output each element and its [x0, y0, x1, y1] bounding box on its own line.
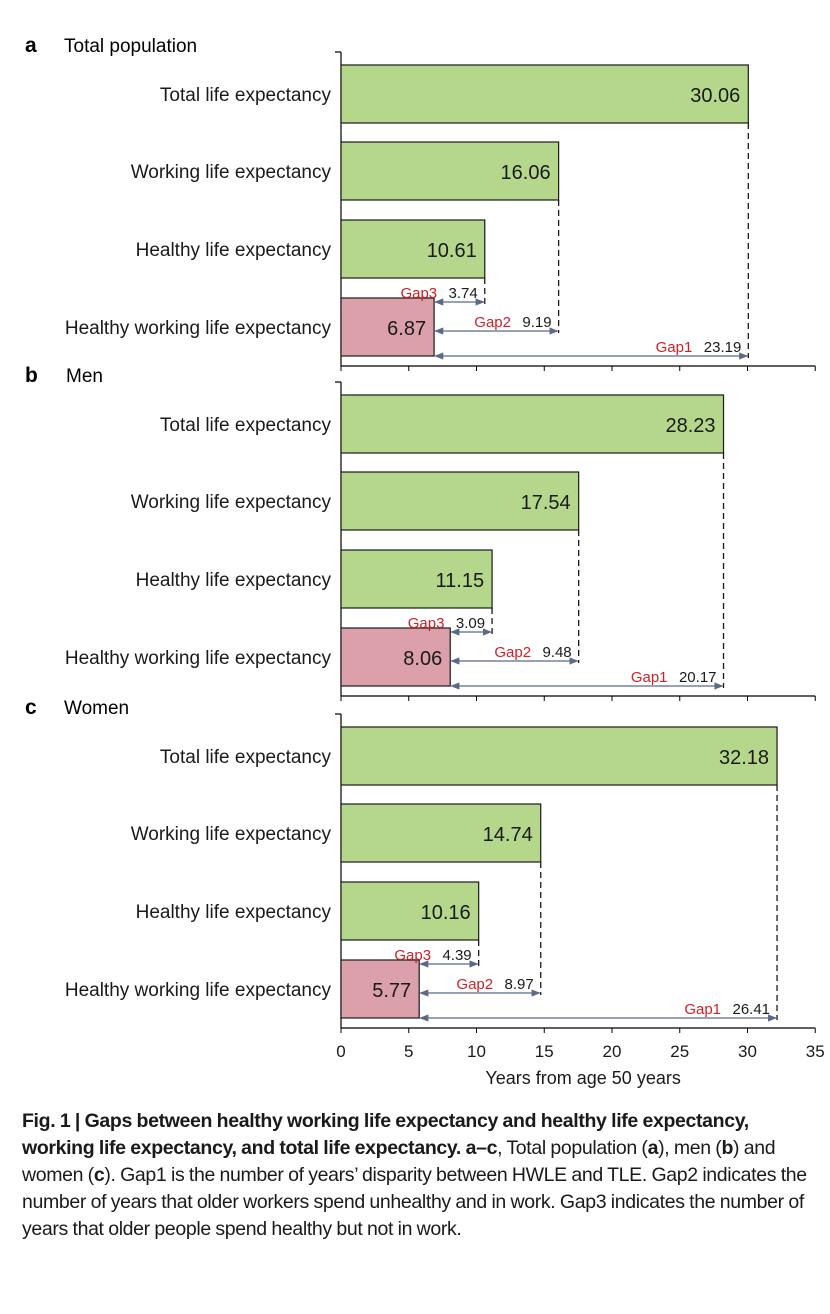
panel-b-bar-4: [340, 627, 451, 687]
panel-a-title: Total population: [64, 36, 197, 57]
panel-b-bar-3: [340, 549, 493, 609]
panel-b-category-label-4: Healthy working life expectancy: [65, 648, 332, 669]
panel-b-gap3-value: 3.09: [456, 615, 485, 632]
panel-a-bar-1: [340, 64, 749, 124]
caption-ref-b: b: [721, 1137, 734, 1159]
panel-c-category-label-2: Working life expectancy: [131, 824, 332, 845]
panel-b-category-label-1: Total life expectancy: [160, 415, 332, 436]
panel-a-value-label-4: 6.87: [387, 318, 426, 340]
panel-c-gap3-value: 4.39: [442, 947, 471, 964]
panel-c-gap2-label: Gap2: [456, 976, 493, 993]
caption-separator: |: [70, 1110, 85, 1132]
caption-ref-a: a: [647, 1137, 659, 1159]
panel-b-value-label-4: 8.06: [403, 648, 442, 670]
panel-a-category-label-2: Working life expectancy: [131, 162, 332, 183]
x-tick-label-6: 30: [738, 1042, 757, 1061]
panel-a-gap2-value: 9.19: [522, 314, 551, 331]
panel-a-category-label-4: Healthy working life expectancy: [65, 318, 332, 339]
panel-b-category-label-3: Healthy life expectancy: [136, 570, 332, 591]
panel-a-gap3-label: Gap3: [400, 285, 437, 302]
panel-a-gap1-value: 23.19: [704, 339, 742, 356]
x-tick-label-0: 0: [336, 1042, 345, 1061]
x-axis-title: Years from age 50 years: [485, 1068, 680, 1088]
life-expectancy-chart: a Total population Total life expectancy 30…: [25, 34, 825, 1088]
panel-a-letter: a: [25, 34, 37, 57]
panel-b-value-label-3: 11.15: [436, 570, 485, 592]
caption-text-1: , Total population (: [497, 1137, 648, 1159]
x-tick-label-1: 5: [404, 1042, 413, 1061]
panel-b-title: Men: [66, 366, 103, 387]
panel-c-gap2-value: 8.97: [505, 976, 534, 993]
x-tick-label-3: 15: [535, 1042, 554, 1061]
panel-a-bar-3: [340, 219, 486, 279]
panel-b-letter: b: [25, 364, 38, 387]
panel-c-gap3-label: Gap3: [394, 947, 431, 964]
panel-c-bar-2: [340, 803, 542, 863]
figure-caption: Fig. 1 | Gaps between healthy working li…: [22, 1108, 814, 1243]
panel-c-title: Women: [64, 698, 129, 719]
x-tick-label-4: 20: [603, 1042, 622, 1061]
panel-c-value-label-4: 5.77: [372, 980, 411, 1002]
panel-a-gap3-value: 3.74: [449, 285, 478, 302]
panel-a-category-label-3: Healthy life expectancy: [136, 240, 332, 261]
panel-a-value-label-3: 10.61: [427, 240, 477, 262]
panel-a-value-label-2: 16.06: [501, 162, 551, 184]
panel-c-letter: c: [25, 696, 37, 719]
panel-a-category-label-1: Total life expectancy: [160, 85, 332, 106]
caption-text-4: ). Gap1 is the number of years’ disparit…: [22, 1164, 807, 1240]
panel-a-bar-4: [340, 297, 435, 357]
panel-b-gap2-value: 9.48: [542, 644, 571, 661]
caption-text-2: ), men (: [658, 1137, 722, 1159]
caption-title: Gaps between healthy working life expect…: [22, 1110, 749, 1159]
panel-b-category-label-2: Working life expectancy: [131, 492, 332, 513]
caption-ref-c: c: [93, 1164, 105, 1186]
panel-b-gap1-value: 20.17: [679, 669, 717, 686]
panel-c-gap1-label: Gap1: [684, 1001, 721, 1018]
panel-c-bar-3: [340, 881, 480, 941]
panel-c-bar-1: [340, 726, 778, 786]
panel-b-bar-2: [340, 471, 580, 531]
panel-c-category-label-4: Healthy working life expectancy: [65, 980, 332, 1001]
panel-c-value-label-2: 14.74: [483, 824, 533, 846]
panel-a-value-label-1: 30.06: [690, 85, 740, 107]
panel-b-gap2-label: Gap2: [494, 644, 531, 661]
panel-b-gap1-label: Gap1: [631, 669, 668, 686]
panel-b-value-label-2: 17.54: [521, 492, 571, 514]
x-tick-label-5: 25: [670, 1042, 689, 1061]
caption-text-3: ) and women (: [22, 1137, 776, 1186]
panel-c-category-label-1: Total life expectancy: [160, 747, 332, 768]
panel-b-gap3-label: Gap3: [408, 615, 445, 632]
panel-c-value-label-1: 32.18: [719, 747, 769, 769]
panel-c-category-label-3: Healthy life expectancy: [136, 902, 332, 923]
panel-c-gap1-value: 26.41: [732, 1001, 770, 1018]
x-tick-label-7: 35: [806, 1042, 825, 1061]
panel-a-gap1-label: Gap1: [656, 339, 693, 356]
panel-b-value-label-1: 28.23: [665, 415, 715, 437]
panel-a-gap2-label: Gap2: [474, 314, 511, 331]
caption-fig-label: Fig. 1: [22, 1110, 71, 1132]
panel-b-bar-1: [340, 394, 725, 454]
panel-c-value-label-3: 10.16: [421, 902, 471, 924]
panel-a-bar-2: [340, 141, 560, 201]
panel-c-bar-4: [340, 959, 420, 1019]
caption-panel-ref: a–c: [465, 1137, 498, 1159]
x-tick-label-2: 10: [467, 1042, 486, 1061]
